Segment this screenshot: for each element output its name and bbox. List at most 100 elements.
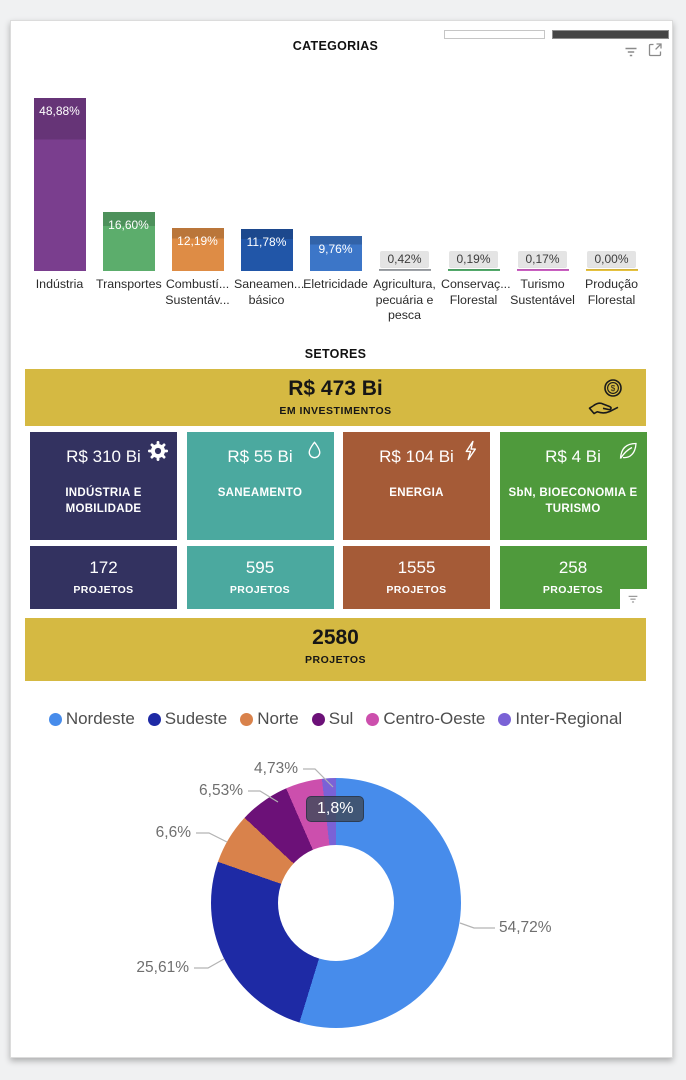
sector-value-card[interactable]: R$ 4 Bi SbN, BIOECONOMIA E TURISMO bbox=[499, 432, 647, 540]
sector-name: INDÚSTRIA E MOBILIDADE bbox=[65, 487, 142, 515]
sectors-title: SETORES bbox=[304, 347, 367, 361]
projects-count: 172 bbox=[89, 558, 118, 577]
scrollbar-thumb[interactable] bbox=[552, 30, 669, 39]
donut-data-label: 25,61% bbox=[136, 959, 189, 976]
projects-label: PROJETOS bbox=[386, 584, 447, 596]
legend-dot bbox=[498, 712, 512, 726]
bar-column: 0,19% bbox=[439, 251, 508, 271]
axis-label: Transportes bbox=[96, 277, 162, 291]
bar-chart-axis: Indústria Transportes Combustí... Sustentá… bbox=[25, 277, 646, 324]
legend-item[interactable]: Centro-Oeste bbox=[366, 709, 485, 729]
legend-dot bbox=[48, 712, 62, 726]
coin-hand-icon: $ bbox=[586, 376, 630, 420]
focus-mode-icon[interactable] bbox=[647, 42, 663, 58]
donut-tooltip: 1,8% bbox=[306, 796, 365, 822]
legend-label: Inter-Regional bbox=[515, 709, 623, 728]
bar-label: 9,76% bbox=[318, 242, 353, 257]
legend-dot bbox=[147, 712, 161, 726]
bar[interactable] bbox=[378, 269, 431, 271]
total-projects-value: 2580 bbox=[312, 626, 359, 649]
donut-data-label: 4,73% bbox=[254, 760, 298, 777]
bar[interactable]: 16,60% bbox=[102, 212, 155, 271]
sector-projects-card[interactable]: 258 PROJETOS bbox=[499, 546, 647, 609]
total-projects-label: PROJETOS bbox=[305, 654, 366, 666]
leaf-icon bbox=[616, 439, 640, 463]
bar-column: 16,60% bbox=[94, 212, 163, 271]
bar-label: 0,42% bbox=[380, 251, 429, 267]
bar[interactable]: 9,76% bbox=[309, 236, 362, 271]
legend-item[interactable]: Sul bbox=[311, 709, 354, 729]
projects-label: PROJETOS bbox=[542, 584, 604, 596]
sector-value-card[interactable]: R$ 55 Bi SANEAMENTO bbox=[186, 432, 334, 540]
axis-label: Produção Florestal bbox=[584, 277, 639, 307]
legend-dot bbox=[240, 712, 254, 726]
donut-data-label: 6,6% bbox=[155, 824, 191, 841]
bar-column: 0,00% bbox=[577, 251, 646, 271]
axis-label: Turismo Sustentável bbox=[510, 277, 575, 307]
legend-label: Norte bbox=[257, 709, 299, 728]
bar-chart-title: CATEGORIAS bbox=[292, 39, 379, 53]
sector-value-card[interactable]: R$ 310 Bi INDÚSTRIA E MOBILIDADE bbox=[30, 432, 177, 540]
bar[interactable]: 12,19% bbox=[171, 227, 224, 271]
donut-tooltip-value: 1,8% bbox=[317, 800, 354, 817]
axis-label: Indústria bbox=[35, 277, 84, 291]
legend-dot bbox=[311, 712, 325, 726]
axis-label: Conservaç... Florestal bbox=[441, 277, 511, 307]
sector-projects-card[interactable]: 595 PROJETOS bbox=[186, 546, 334, 609]
legend-label: Sudeste bbox=[164, 709, 228, 728]
donut-legend: Nordeste Sudeste Norte Sul Centro-Oeste … bbox=[25, 709, 646, 729]
axis-label: Combustí... Sustentáv... bbox=[165, 277, 230, 307]
investment-value: R$ 473 Bi bbox=[288, 377, 383, 400]
bar-label: 48,88% bbox=[39, 104, 80, 118]
sector-name: SANEAMENTO bbox=[217, 487, 303, 499]
projects-count: 1555 bbox=[397, 558, 436, 577]
axis-label: Eletricidade bbox=[303, 277, 368, 291]
legend-label: Sul bbox=[328, 709, 354, 728]
filter-icon[interactable] bbox=[623, 44, 639, 60]
legend-item[interactable]: Sudeste bbox=[147, 709, 228, 729]
bar-label: 0,19% bbox=[449, 251, 498, 267]
bar-column: 0,42% bbox=[370, 251, 439, 271]
sector-name: SbN, BIOECONOMIA E TURISMO bbox=[508, 487, 638, 515]
projects-label: PROJETOS bbox=[229, 584, 291, 596]
bar-label: 11,78% bbox=[246, 235, 287, 250]
legend-dot bbox=[366, 712, 380, 726]
sector-value: R$ 104 Bi bbox=[379, 447, 454, 466]
visual-filter-icon[interactable] bbox=[619, 589, 647, 609]
bar[interactable] bbox=[516, 269, 569, 271]
sector-value: R$ 55 Bi bbox=[227, 447, 293, 466]
total-projects-banner[interactable]: 2580 PROJETOS bbox=[25, 618, 646, 681]
axis-label: Saneamen... básico bbox=[234, 277, 305, 307]
legend-item[interactable]: Inter-Regional bbox=[498, 709, 622, 729]
legend-label: Nordeste bbox=[65, 709, 135, 728]
gear-icon bbox=[146, 439, 170, 463]
bar-column: 11,78% bbox=[232, 229, 301, 271]
scrollbar-track[interactable] bbox=[444, 30, 545, 39]
sector-name: ENERGIA bbox=[389, 487, 444, 499]
bar[interactable]: 48,88% bbox=[33, 98, 86, 271]
lightning-icon bbox=[459, 439, 483, 463]
bar[interactable] bbox=[585, 269, 638, 271]
legend-label: Centro-Oeste bbox=[383, 709, 486, 728]
bar-column: 48,88% bbox=[25, 98, 94, 271]
bar-label: 0,00% bbox=[587, 251, 636, 267]
bar[interactable]: 11,78% bbox=[240, 229, 293, 271]
sector-projects-card[interactable]: 172 PROJETOS bbox=[30, 546, 177, 609]
donut-data-label: 6,53% bbox=[199, 782, 243, 799]
projects-count: 258 bbox=[558, 558, 588, 577]
bar[interactable] bbox=[447, 269, 500, 271]
bar-column: 12,19% bbox=[163, 227, 232, 271]
legend-item[interactable]: Norte bbox=[240, 709, 299, 729]
investment-banner[interactable]: R$ 473 Bi EM INVESTIMENTOS $ bbox=[25, 369, 646, 426]
investment-label: EM INVESTIMENTOS bbox=[279, 405, 392, 417]
donut-data-label: 54,72% bbox=[499, 919, 552, 936]
sector-projects-card[interactable]: 1555 PROJETOS bbox=[343, 546, 490, 609]
legend-item[interactable]: Nordeste bbox=[48, 709, 135, 729]
sector-value-card[interactable]: R$ 104 Bi ENERGIA bbox=[343, 432, 490, 540]
svg-text:$: $ bbox=[611, 384, 616, 393]
sector-value: R$ 4 Bi bbox=[545, 447, 601, 466]
bar-label: 16,60% bbox=[108, 218, 149, 233]
bar-column: 9,76% bbox=[301, 236, 370, 271]
axis-label: Agricultura, pecuária e pesca bbox=[373, 277, 436, 322]
